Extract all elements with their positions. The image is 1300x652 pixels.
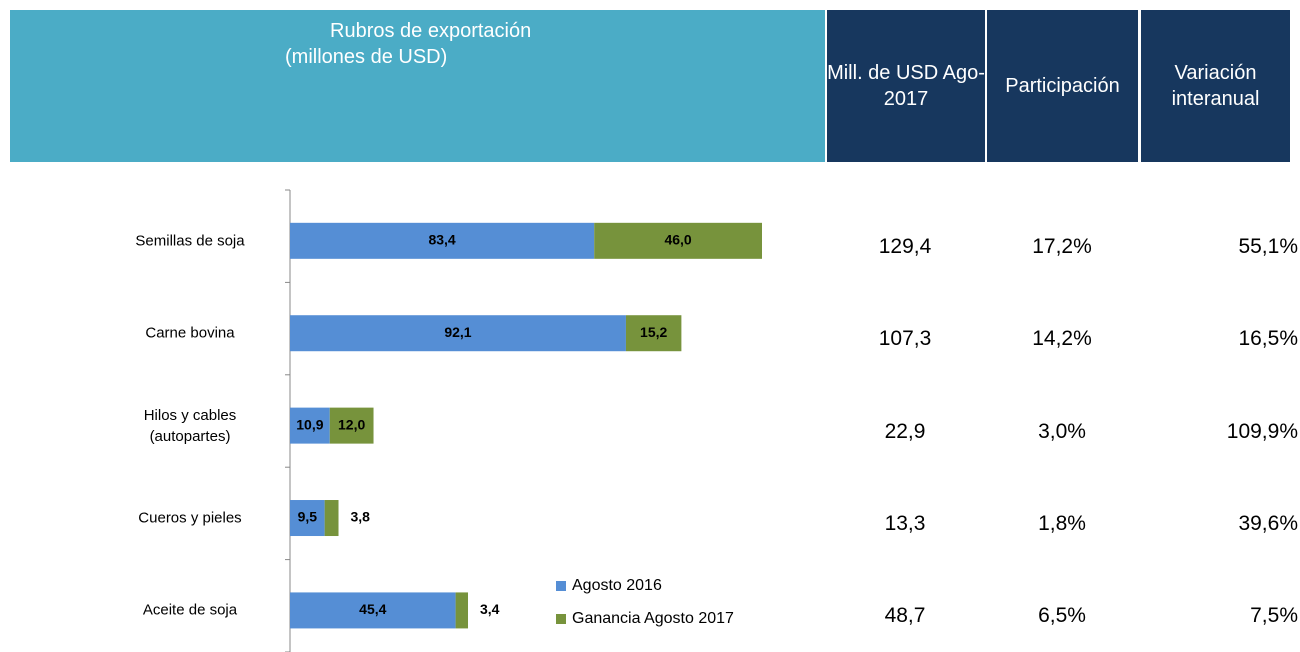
table-cell: 55,1% <box>1238 234 1298 258</box>
bar-segment <box>324 500 339 537</box>
bar-segment <box>625 315 682 352</box>
table-cell: 1,8% <box>1038 512 1086 536</box>
header-title: Rubros de exportación (millones de USD) <box>285 18 532 70</box>
legend-swatch <box>556 581 566 591</box>
bar-segment <box>290 407 330 444</box>
table-cell: 13,3 <box>884 512 926 536</box>
legend-label: Agosto 2016 <box>572 577 662 594</box>
table-cell: 22,9 <box>884 419 926 443</box>
bar-segment <box>290 500 325 537</box>
category-label: Semillas de soja <box>135 232 245 250</box>
bar-segment <box>455 592 469 629</box>
column-header: Variación interanual <box>1141 10 1290 162</box>
column-header: Mill. de USD Ago-2017 <box>827 10 985 162</box>
table-cell: 48,7 <box>884 604 926 628</box>
table-cell: 109,9% <box>1226 419 1298 443</box>
legend-label: Ganancia Agosto 2017 <box>572 610 734 627</box>
value-label: 3,8 <box>351 509 371 525</box>
table-cell: 14,2% <box>1032 327 1092 351</box>
category-label: Hilos y cables (autopartes) <box>143 406 237 445</box>
column-header: Participación <box>987 10 1138 162</box>
table-cell: 16,5% <box>1238 327 1298 351</box>
value-label: 83,4 <box>428 232 455 248</box>
table-cell: 39,6% <box>1238 512 1298 536</box>
table-cell: 7,5% <box>1250 604 1298 628</box>
value-label: 9,5 <box>298 509 318 525</box>
bar-segment <box>329 407 374 444</box>
title-line: Rubros de exportación <box>330 20 532 42</box>
value-label: 10,9 <box>296 416 323 432</box>
value-label: 46,0 <box>664 232 691 248</box>
bar-segment <box>290 222 595 259</box>
bar-segment <box>290 592 456 629</box>
table-cell: 17,2% <box>1032 234 1092 258</box>
value-label: 92,1 <box>444 324 471 340</box>
value-label: 45,4 <box>359 601 386 617</box>
title-line: (millones de USD) <box>285 46 448 68</box>
category-label: Aceite de soja <box>142 601 238 619</box>
table-cell: 107,3 <box>878 327 932 351</box>
bar-segment <box>290 315 626 352</box>
value-label: 3,4 <box>480 601 500 617</box>
category-label: Cueros y pieles <box>138 509 242 527</box>
header-band <box>10 10 825 162</box>
table-cell: 3,0% <box>1038 419 1086 443</box>
category-label: Carne bovina <box>145 324 235 342</box>
bar-segment <box>594 222 762 259</box>
value-label: 15,2 <box>640 324 667 340</box>
table-cell: 6,5% <box>1038 604 1086 628</box>
value-label: 12,0 <box>338 416 365 432</box>
legend-swatch <box>556 614 566 624</box>
table-cell: 129,4 <box>878 234 932 258</box>
